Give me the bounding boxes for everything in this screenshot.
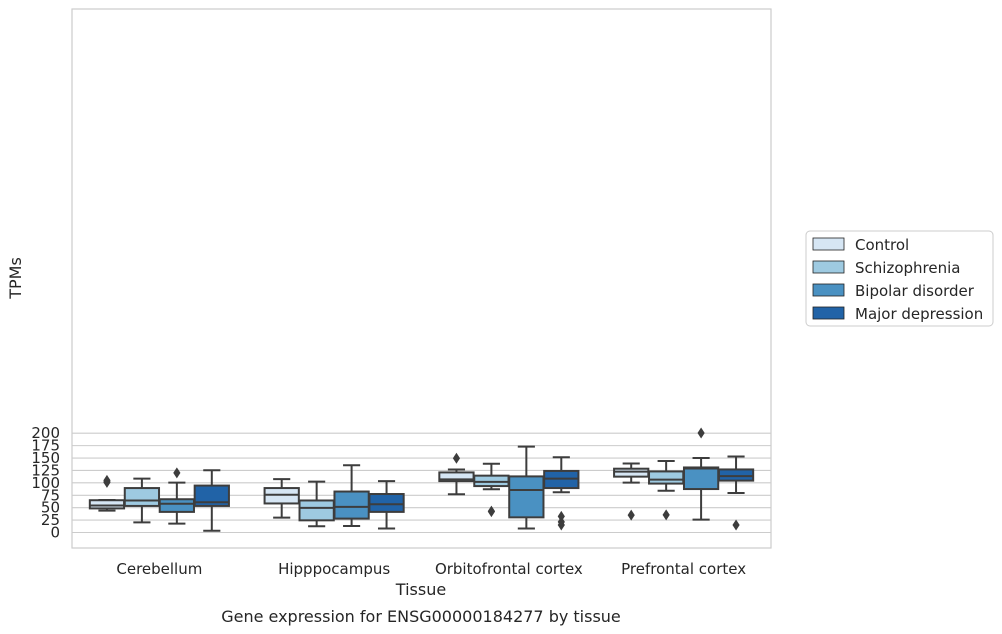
y-tick-label-150: 150 [31, 449, 60, 467]
outlier-point [557, 510, 565, 522]
box-body [193, 484, 230, 507]
box-major-depression-2 [543, 456, 580, 531]
outlier-point [697, 427, 705, 439]
x-tick-label-prefrontal-cortex: Prefrontal cortex [621, 560, 746, 578]
box-control-1 [263, 478, 300, 519]
legend-label-bipolar-disorder: Bipolar disorder [855, 282, 975, 300]
box-control-2 [438, 452, 475, 496]
y-tick-label-200: 200 [31, 424, 60, 442]
legend-swatch-bipolar-disorder [812, 283, 845, 297]
box-schizophrenia-1 [298, 480, 335, 528]
legend-swatch-schizophrenia [812, 260, 845, 274]
box-body [298, 499, 335, 522]
outlier-point [452, 452, 461, 464]
box-series [88, 427, 755, 532]
box-bipolar-disorder-2 [508, 445, 545, 530]
legend-swatch-major-depression [812, 306, 845, 320]
y-tick-label-100: 100 [31, 474, 60, 492]
y-tick-label-125: 125 [31, 461, 60, 479]
outlier-point [627, 509, 635, 521]
box-body [333, 490, 370, 520]
legend-swatch-control [812, 237, 845, 251]
box-body [717, 468, 755, 482]
outlier-point [662, 509, 670, 521]
legend-frame [805, 230, 994, 327]
legend-label-major-depression: Major depression [855, 305, 983, 323]
box-body [508, 475, 545, 519]
box-bipolar-disorder-1 [333, 464, 370, 528]
y-axis-label: TPMs [6, 257, 25, 300]
y-tick-label-50: 50 [41, 499, 60, 517]
x-tick-label-cerebellum: Cerebellum [116, 560, 202, 578]
y-tick-label-75: 75 [41, 486, 60, 504]
box-major-depression-3 [717, 455, 755, 531]
x-tick-labels: Cerebellum Hipppocampus Orbitofrontal cort… [116, 560, 746, 578]
box-control-0 [88, 474, 126, 512]
box-major-depression-0 [193, 469, 230, 532]
outlier-point [732, 519, 740, 531]
box-body [123, 487, 161, 507]
y-tick-label-25: 25 [41, 511, 60, 529]
outlier-point [487, 505, 495, 517]
box-control-3 [613, 462, 650, 521]
legend: Control Schizophrenia Bipolar disorder M… [805, 230, 994, 327]
box-body [368, 493, 405, 513]
y-tick-label-0: 0 [50, 524, 60, 542]
box-body [158, 498, 195, 513]
box-schizophrenia-3 [648, 460, 685, 521]
y-tick-label-175: 175 [31, 437, 60, 455]
box-body [682, 466, 720, 491]
legend-label-control: Control [855, 236, 909, 254]
box-body [648, 470, 685, 485]
x-tick-label-hipppocampus: Hipppocampus [278, 560, 390, 578]
outlier-point [173, 467, 181, 479]
box-bipolar-disorder-3 [682, 427, 720, 521]
box-schizophrenia-0 [123, 477, 161, 524]
x-axis-label: Tissue [395, 580, 446, 599]
box-body [88, 499, 126, 510]
plot-frame [71, 8, 772, 549]
box-schizophrenia-2 [473, 462, 510, 518]
legend-label-schizophrenia: Schizophrenia [855, 259, 960, 277]
outlier-point [103, 474, 111, 486]
box-bipolar-disorder-0 [158, 467, 195, 525]
chart-title: Gene expression for ENSG00000184277 by t… [221, 607, 621, 626]
x-tick-label-orbitofrontal-cortex: Orbitofrontal cortex [435, 560, 583, 578]
box-major-depression-1 [368, 480, 405, 530]
